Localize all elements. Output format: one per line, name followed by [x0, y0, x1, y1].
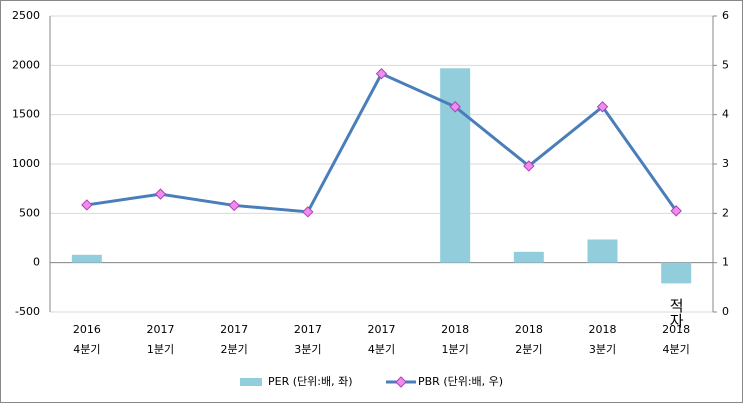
y-tick-label: 2000: [12, 58, 40, 71]
annotation: 적자: [667, 298, 685, 328]
legend-marker: [395, 376, 407, 388]
x-tick-label: 1분기: [147, 343, 174, 356]
x-tick-label: 2017: [294, 323, 322, 336]
x-tick-label: 2분기: [221, 343, 248, 356]
marker: [375, 68, 388, 80]
bar: [71, 254, 102, 263]
marker: [523, 160, 535, 172]
x-tick-label: 2017: [368, 323, 396, 336]
x-tick-label: 2017: [147, 323, 175, 336]
marker: [228, 199, 240, 212]
marker: [81, 199, 93, 211]
x-tick-label: 2018: [441, 323, 469, 336]
x-tick-label: 2018: [515, 323, 543, 336]
marker: [670, 205, 682, 217]
legend-label: PBR (단위:배, 우): [418, 375, 503, 388]
y2-tick-label: 5: [722, 58, 729, 71]
y2-tick-label: 0: [722, 305, 729, 318]
y-tick-label: 1000: [12, 157, 40, 170]
bar: [587, 239, 618, 263]
marker: [596, 101, 609, 113]
y-tick-label: 2500: [12, 9, 40, 22]
y2-tick-label: 2: [722, 206, 729, 219]
y2-tick-label: 6: [722, 9, 729, 22]
x-tick-label: 3분기: [589, 343, 616, 356]
y-tick-label: 0: [33, 256, 40, 269]
y-tick-label: -500: [15, 305, 40, 318]
x-tick-label: 1분기: [442, 343, 469, 356]
x-tick-label: 4분기: [663, 343, 690, 356]
y-tick-label: 1500: [12, 108, 40, 121]
x-tick-label: 4분기: [368, 343, 395, 356]
x-tick-label: 4분기: [73, 343, 100, 356]
y2-tick-label: 3: [722, 157, 729, 170]
legend-label: PER (단위:배, 좌): [268, 375, 353, 388]
x-tick-label: 2분기: [515, 343, 542, 356]
bar: [440, 68, 471, 263]
y2-tick-label: 1: [722, 256, 729, 269]
x-tick-label: 2017: [220, 323, 248, 336]
x-tick-label: 2018: [589, 323, 617, 336]
marker: [154, 188, 167, 200]
bar: [661, 262, 692, 284]
x-tick-label: 2016: [73, 323, 101, 336]
marker: [449, 101, 461, 113]
legend-swatch: [240, 378, 262, 386]
bar: [513, 251, 544, 263]
y2-tick-label: 4: [722, 108, 729, 121]
y-tick-label: 500: [19, 206, 40, 219]
x-tick-label: 3분기: [294, 343, 321, 356]
x-tick-label: 2018: [662, 323, 690, 336]
marker: [302, 206, 314, 218]
